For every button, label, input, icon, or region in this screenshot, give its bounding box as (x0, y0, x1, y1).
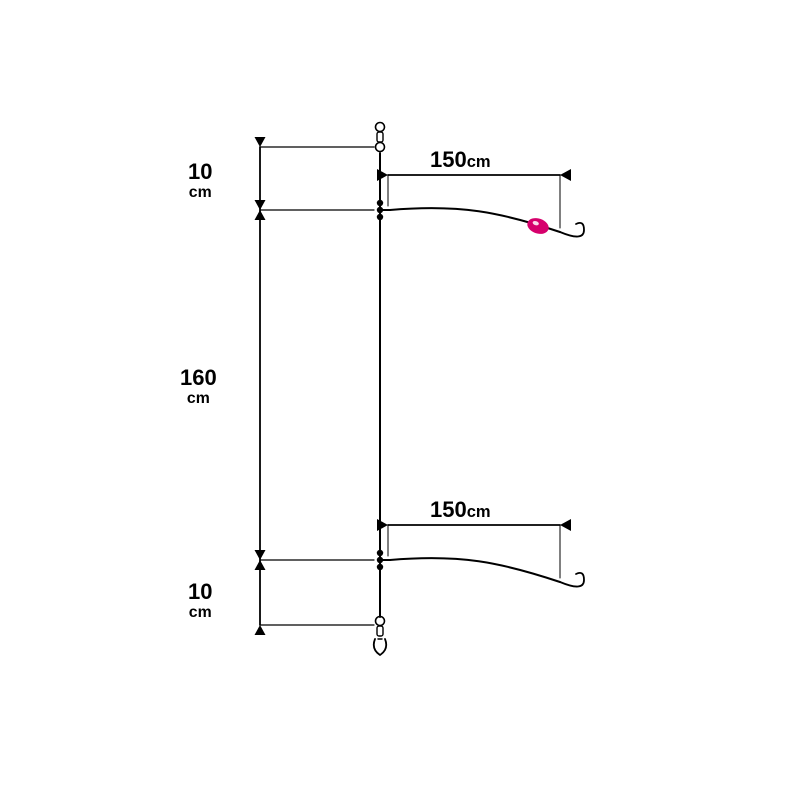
label-top-gap: 10 cm (188, 160, 212, 202)
label-bot-gap: 10 cm (188, 580, 212, 622)
label-bot-gap-unit: cm (188, 605, 212, 622)
label-branch-bot-unit: cm (467, 503, 491, 521)
label-top-gap-unit: cm (188, 185, 212, 202)
rig-diagram: 10 cm 160 cm 10 cm 150cm 150cm (0, 0, 800, 800)
label-branch-bot: 150cm (430, 498, 491, 521)
rig-svg (0, 0, 800, 800)
label-branch-top: 150cm (430, 148, 491, 171)
label-branch-top-value: 150 (430, 147, 467, 172)
label-top-gap-value: 10 (188, 159, 212, 184)
label-mid-gap: 160 cm (180, 366, 217, 408)
label-mid-gap-unit: cm (180, 391, 217, 408)
label-branch-bot-value: 150 (430, 497, 467, 522)
label-branch-top-unit: cm (467, 153, 491, 171)
label-mid-gap-value: 160 (180, 365, 217, 390)
label-bot-gap-value: 10 (188, 579, 212, 604)
